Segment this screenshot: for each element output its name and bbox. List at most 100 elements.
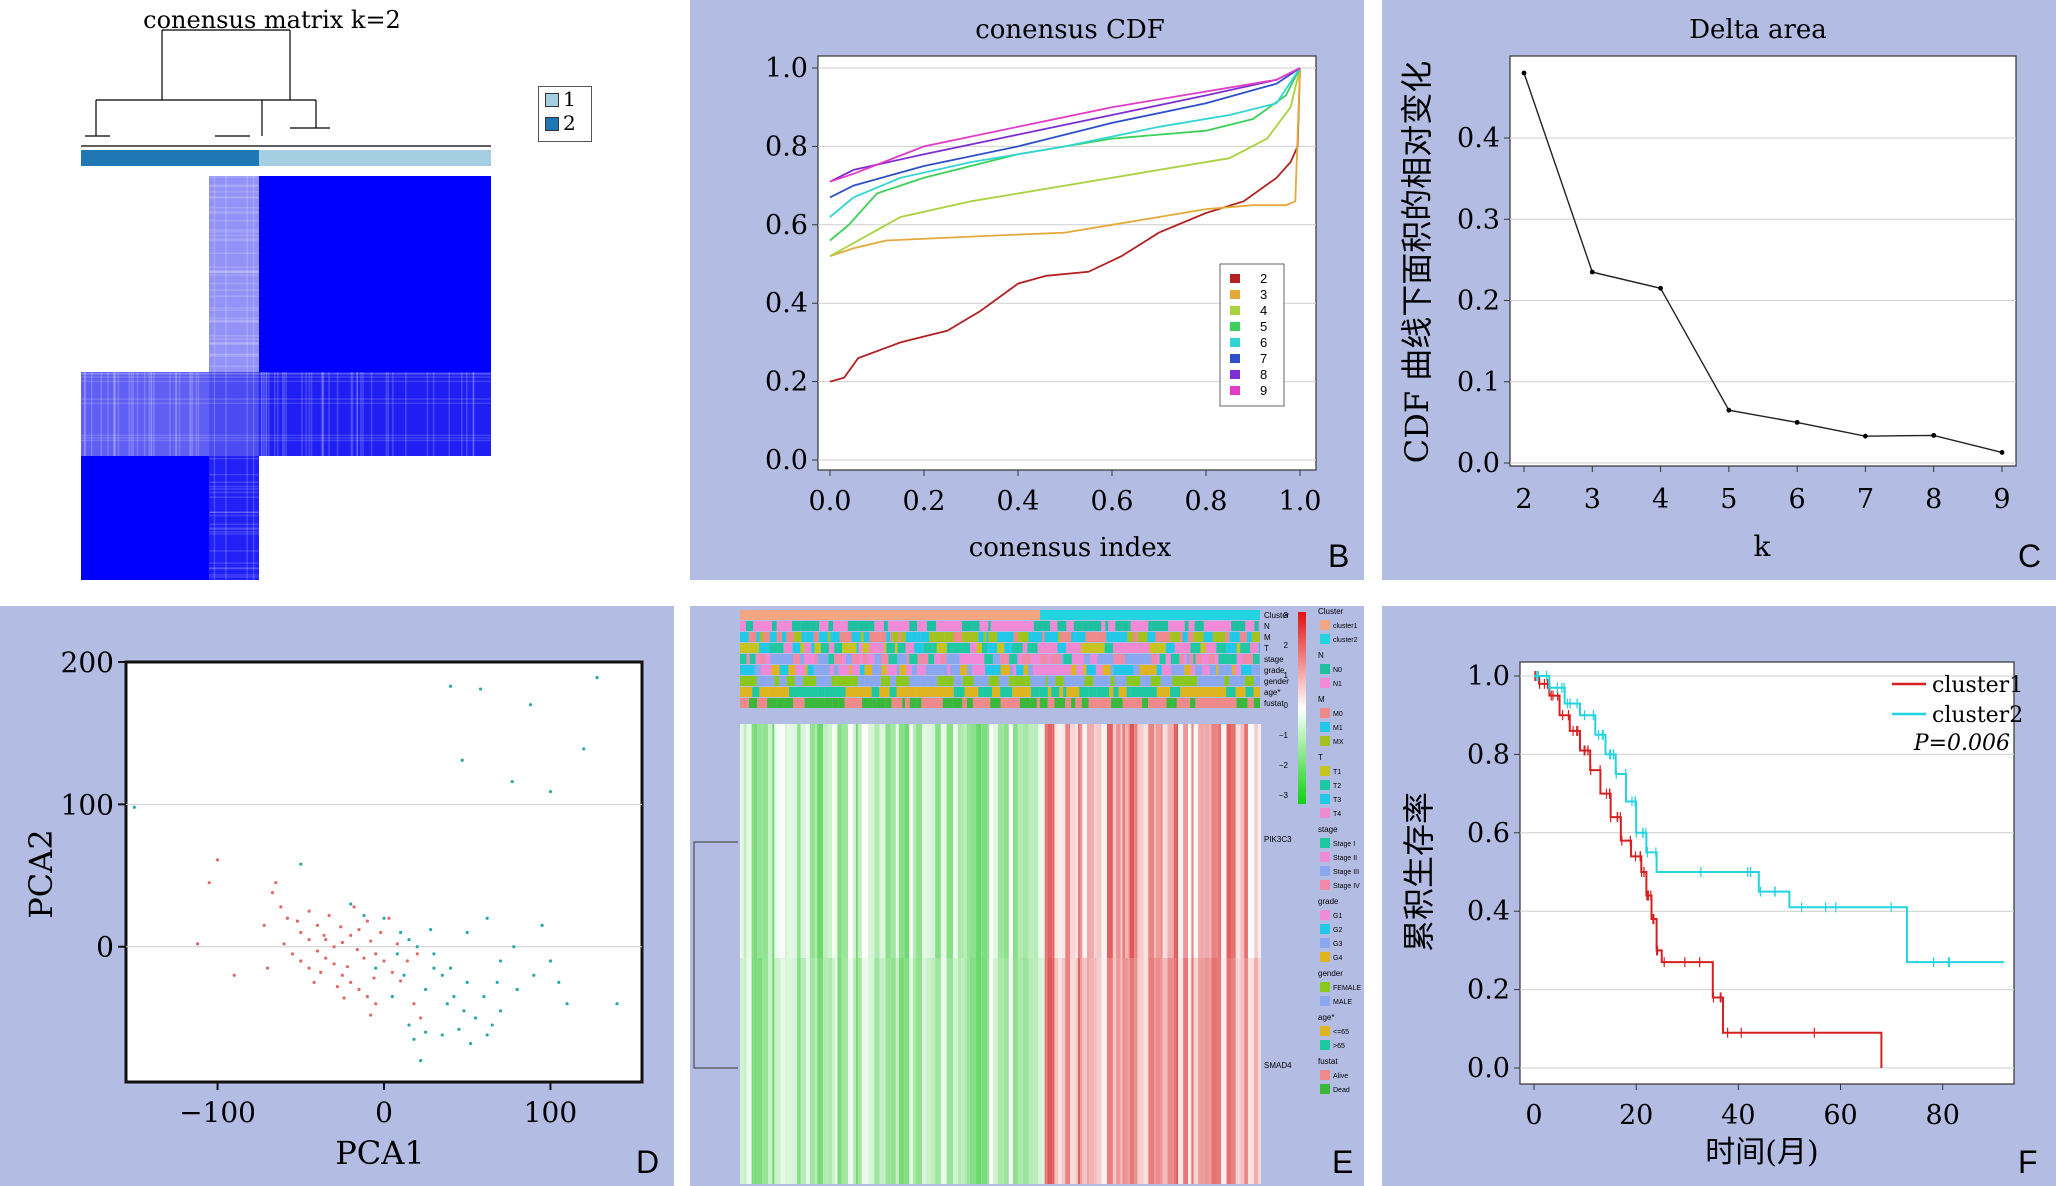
annot-cell [752,687,760,697]
heatmap-cell [1129,958,1135,1184]
annot-cell [838,665,850,675]
annot-cell [909,654,918,664]
scatter-point [557,980,561,984]
legend-title: T [1318,753,1323,762]
annot-cell [898,632,902,642]
annot-cell [1130,687,1142,697]
annot-cell [886,632,891,642]
annot-cell [740,698,750,708]
heatmap-cell [853,724,857,958]
heatmap-cell [885,958,891,1184]
annot-cell [939,687,946,697]
annot-cell [769,643,778,653]
x-tick-label: 8 [1925,484,1942,515]
annot-cell [953,632,962,642]
annot-row-label: T [1264,644,1269,653]
y-axis-label: PCA2 [22,829,60,918]
matrix-stripe [350,176,353,580]
annot-cell [1022,643,1028,653]
annot-cell [1149,665,1155,675]
legend-label: Stage II [1333,855,1357,862]
annot-cell [848,643,857,653]
scatter-point [312,980,316,984]
matrix-stripe [387,176,389,580]
panel-d: 0 100 200 −100 0 100 PCA1 PCA2 D [0,606,674,1186]
annot-cell [811,643,815,653]
heatmap-cell [1128,958,1130,1184]
heatmap-cell [1033,958,1039,1184]
annot-cell [1165,643,1175,653]
annot-cell [873,676,881,686]
annot-cell [845,687,849,697]
legend-swatch [1320,794,1330,804]
annot-cell [842,676,853,686]
annot-cell [953,643,963,653]
annot-cell [778,687,787,697]
annot-cell [1081,676,1085,686]
annot-cell [1004,643,1010,653]
heatmap-cell [953,958,958,1184]
annot-cell [1203,632,1208,642]
legend-swatch [1320,866,1330,876]
y-tick-label: 0.4 [1467,896,1510,927]
annot-row-label: M [1264,633,1271,642]
annot-cell [1189,654,1194,664]
heatmap-cell [791,958,798,1184]
heatmap-cell [762,724,769,958]
matrix-stripe [81,398,491,400]
scatter-point [498,959,503,963]
heatmap-cell [964,724,967,958]
annot-cell [1195,665,1203,675]
heatmap-cell [823,724,828,958]
cluster-bar-2 [81,150,259,166]
heatmap-cell [1075,724,1078,958]
annot-cell [1224,676,1230,686]
annot-cell [1079,687,1089,697]
scatter-point [448,966,453,970]
annot-cell [880,632,887,642]
annot-cell [1043,698,1048,708]
annot-cell [1189,687,1199,697]
matrix-stripe [81,402,491,405]
annot-cell [984,654,994,664]
annot-cell [795,665,806,675]
annot-cell [1151,654,1158,664]
heatmap-cell [993,958,998,1184]
y-tick-label: 0.8 [1467,739,1510,770]
heatmap-cell [1247,958,1255,1184]
heatmap-cell [1211,724,1218,958]
heatmap-cell [1116,724,1121,958]
annot-cell [887,621,896,631]
heatmap-cell [1125,724,1129,958]
annot-cell [759,643,770,653]
annot-cell [1009,665,1013,675]
heatmap-cell [815,958,818,1184]
annot-cell [906,665,912,675]
heatmap-cell [946,724,954,958]
x-axis-label: PCA1 [335,1134,424,1172]
y-axis-label: 累积生存率 [1400,792,1438,952]
panel-f: 0.0 0.2 0.4 0.6 0.8 1.0 0 20 40 60 80 时间(月) 累积生存率 clu… [1382,606,2056,1186]
annot-cell [886,643,895,653]
matrix-stripe [178,176,181,580]
annot-cell [1039,698,1044,708]
annot-cell [948,621,952,631]
heatmap-cell [861,958,869,1184]
annot-cell [1239,676,1245,686]
delta-point [1931,432,1937,438]
annot-cell [894,643,898,653]
annot-cell [1096,632,1107,642]
scatter-point [349,933,353,937]
annot-cell [1150,687,1157,697]
matrix-stripe [432,176,435,580]
annot-cell [908,676,912,686]
scatter-point [195,942,200,946]
heatmap-cell [1058,958,1062,1184]
annot-cell [1114,698,1123,708]
annot-cell [1137,654,1146,664]
annot-cell [1073,621,1083,631]
annot-cell [920,632,930,642]
annot-cell [1028,665,1033,675]
plot-area [124,660,644,1084]
scatter-point [369,1013,373,1017]
